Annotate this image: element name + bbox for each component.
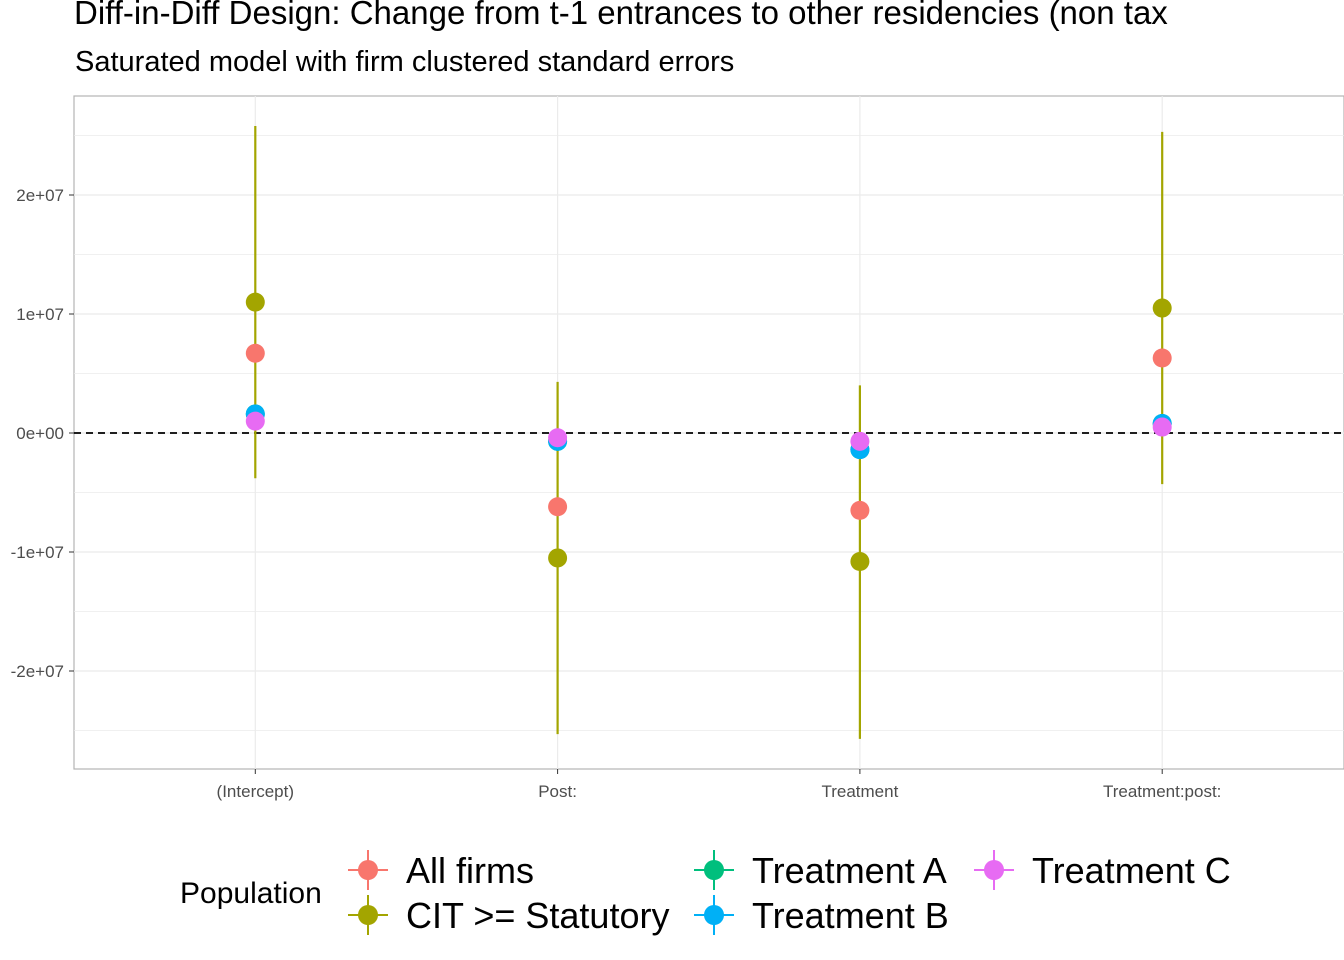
data-point [850, 500, 870, 520]
y-tick-label: 1e+07 [16, 305, 64, 324]
data-point [245, 343, 265, 363]
x-axis: (Intercept) Post: Treatment Treatment:post: [217, 769, 1221, 801]
data-point [1152, 298, 1172, 318]
legend-key-point [704, 905, 724, 925]
chart-title: Diff-in-Diff Design: Change from t-1 ent… [74, 0, 1168, 31]
data-point [548, 548, 568, 568]
legend-key-point [984, 860, 1004, 880]
data-point [850, 431, 870, 451]
data-point [850, 552, 870, 572]
x-tick-label: (Intercept) [217, 782, 294, 801]
data-points [245, 292, 1172, 572]
data-point [548, 497, 568, 517]
legend-key-point [704, 860, 724, 880]
legend-title: Population [180, 877, 322, 910]
legend-key-point [358, 905, 378, 925]
data-point [245, 292, 265, 312]
x-tick-label: Post: [538, 782, 577, 801]
legend-key-point [358, 860, 378, 880]
x-tick-label: Treatment:post: [1103, 782, 1221, 801]
legend-item-label: All firms [406, 850, 534, 891]
legend-item-label: Treatment C [1032, 850, 1231, 891]
data-point [245, 411, 265, 431]
legend-item-label: Treatment A [752, 850, 947, 891]
legend-item-label: Treatment B [752, 895, 949, 936]
x-tick-label: Treatment [821, 782, 898, 801]
legend-item-label: CIT >= Statutory [406, 895, 669, 936]
y-tick-label: -1e+07 [11, 543, 64, 562]
y-tick-label: 2e+07 [16, 186, 64, 205]
data-point [548, 428, 568, 448]
y-axis: -2e+07 -1e+07 0e+00 1e+07 2e+07 [11, 186, 74, 681]
data-point [1152, 417, 1172, 437]
y-tick-label: 0e+00 [16, 424, 64, 443]
y-tick-label: -2e+07 [11, 662, 64, 681]
data-point [1152, 348, 1172, 368]
chart-subtitle: Saturated model with firm clustered stan… [75, 46, 735, 78]
